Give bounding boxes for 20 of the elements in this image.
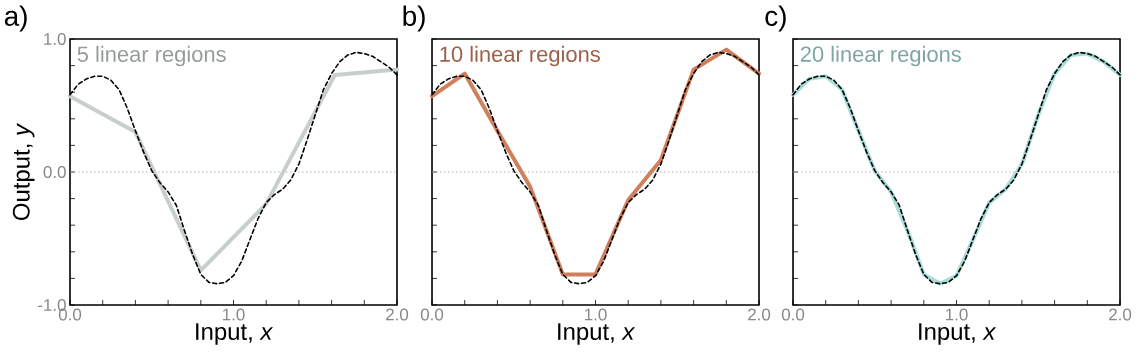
x-axis-title: Input, x [558, 323, 636, 345]
x-tick-label: 1.0 [585, 308, 607, 321]
x-tick-label: 0.0 [781, 308, 805, 321]
series-label: 5 linear regions [77, 45, 226, 67]
x-axis-title: Input, x [196, 323, 274, 345]
series-label: 20 linear regions [800, 45, 961, 67]
x-tick-label: 2.0 [748, 308, 771, 321]
x-tick-label: 2.0 [1109, 308, 1132, 321]
x-tick-label: 0.0 [420, 308, 444, 321]
x-tick-label: 2.0 [386, 308, 409, 321]
x-tick-label: 1.0 [946, 308, 968, 321]
chart-title: a) [4, 5, 27, 32]
chart-title: b) [403, 5, 425, 32]
x-axis-title: Input, x [919, 323, 997, 345]
x-tick-label: 1.0 [223, 308, 245, 321]
y-tick-label: 1.0 [44, 33, 66, 45]
y-tick-label: 0.0 [43, 166, 66, 178]
y-axis-title: Output, y [12, 122, 35, 220]
series-label: 10 linear regions [440, 45, 600, 67]
chart-title: c) [765, 5, 786, 32]
